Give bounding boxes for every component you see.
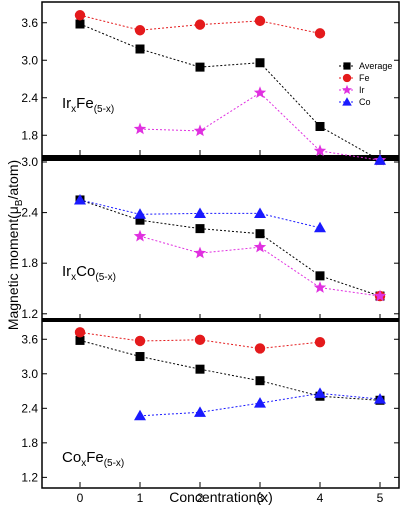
panel-label: IrxFe(5-x): [62, 95, 114, 115]
panel-separator: [42, 155, 399, 161]
data-point-fe: [134, 25, 146, 36]
data-point-co: [314, 221, 326, 233]
data-point-average: [255, 58, 265, 68]
y-tick-label: 1.2: [21, 470, 38, 484]
data-point-ir: [373, 289, 387, 302]
x-tick-label: 5: [377, 491, 384, 505]
y-tick-label: 1.8: [21, 128, 38, 142]
data-point-co: [134, 409, 146, 421]
data-point-fe: [314, 28, 326, 39]
legend-marker-ir: [342, 84, 352, 95]
legend-label-co: Co: [359, 97, 371, 107]
data-point-average: [315, 122, 325, 131]
data-point-average: [135, 215, 145, 225]
legend-marker-fe: [342, 73, 352, 83]
y-tick-label: 3.6: [21, 16, 38, 30]
data-point-fe: [314, 336, 326, 348]
data-point-average: [255, 229, 265, 239]
panel-2: 1.2 1.8 2.4 3.0 IrxCo(5-x): [21, 155, 399, 321]
data-point-fe: [254, 15, 266, 27]
y-tick-label: 3.0: [21, 367, 38, 381]
data-point-ir: [133, 122, 147, 135]
legend-label-average: Average: [359, 61, 392, 71]
legend-label-ir: Ir: [359, 85, 365, 95]
x-tick-label: 0: [77, 491, 84, 505]
y-tick-label: 2.4: [21, 91, 38, 105]
data-point-ir: [253, 240, 267, 253]
legend-marker-co: [342, 97, 352, 106]
data-point-ir: [193, 246, 207, 259]
x-tick-label: 4: [317, 491, 324, 505]
data-point-average: [135, 44, 145, 54]
y-tick-label: 1.8: [21, 256, 38, 270]
series-line-average: [79, 23, 381, 161]
data-point-co: [254, 207, 266, 218]
y-tick-label: 3.0: [21, 53, 38, 67]
data-point-co: [74, 193, 86, 205]
data-point-co: [374, 154, 386, 165]
data-point-fe: [194, 334, 206, 346]
y-tick-label: 2.4: [21, 401, 38, 415]
y-tick-label: 3.0: [21, 155, 38, 169]
panel-3: 1.2 1.8 2.4 3.0 3.6 CoxFe(5-x): [21, 327, 399, 487]
data-point-average: [315, 271, 325, 281]
data-point-co: [134, 208, 146, 219]
legend-marker-average: [343, 62, 351, 70]
data-point-co: [314, 387, 326, 398]
data-point-average: [195, 224, 205, 234]
panel-1: 1.8 2.4 3.0 3.6 IrxFe(5-x) Average Fe Ir Co: [21, 10, 399, 166]
data-point-average: [195, 364, 205, 374]
outer-frame: [41, 1, 400, 489]
data-point-average: [195, 62, 205, 72]
y-tick-label: 1.2: [21, 307, 38, 321]
data-point-co: [254, 397, 266, 408]
data-point-co: [194, 406, 206, 417]
data-point-average: [75, 19, 85, 29]
data-point-ir: [313, 144, 327, 157]
y-tick-label: 3.6: [21, 332, 38, 346]
data-point-fe: [254, 343, 266, 354]
data-point-average: [135, 352, 145, 362]
x-tick-label: 2: [197, 491, 204, 505]
x-axis-label: Concentration(x): [169, 489, 273, 505]
data-point-fe: [74, 327, 86, 338]
x-tick-label: 1: [137, 491, 144, 505]
legend: Average Fe Ir Co: [339, 61, 392, 107]
data-point-co: [194, 207, 206, 218]
x-tick-label: 3: [257, 491, 264, 505]
series-line-average: [79, 339, 381, 401]
y-axis-label: Magnetic moment(μB/atom): [5, 160, 25, 330]
panel-label: CoxFe(5-x): [62, 449, 124, 469]
data-point-ir: [133, 229, 147, 242]
series-line-ir: [139, 92, 381, 161]
data-point-co: [374, 393, 386, 404]
y-tick-label: 1.8: [21, 436, 38, 450]
panel-separator: [42, 318, 399, 322]
series-line-average: [79, 199, 381, 297]
data-point-ir: [313, 281, 327, 293]
data-point-ir: [193, 124, 207, 137]
legend-label-fe: Fe: [359, 73, 370, 83]
data-point-fe: [194, 19, 206, 30]
series-line-ir: [139, 235, 381, 297]
data-point-ir: [253, 86, 267, 98]
y-tick-label: 2.4: [21, 206, 38, 220]
panel-label: IrxCo(5-x): [62, 263, 116, 283]
data-point-average: [75, 335, 85, 345]
data-point-fe: [134, 335, 146, 347]
series-line-fe: [79, 14, 321, 34]
data-point-average: [255, 376, 265, 386]
data-point-fe: [74, 10, 86, 21]
